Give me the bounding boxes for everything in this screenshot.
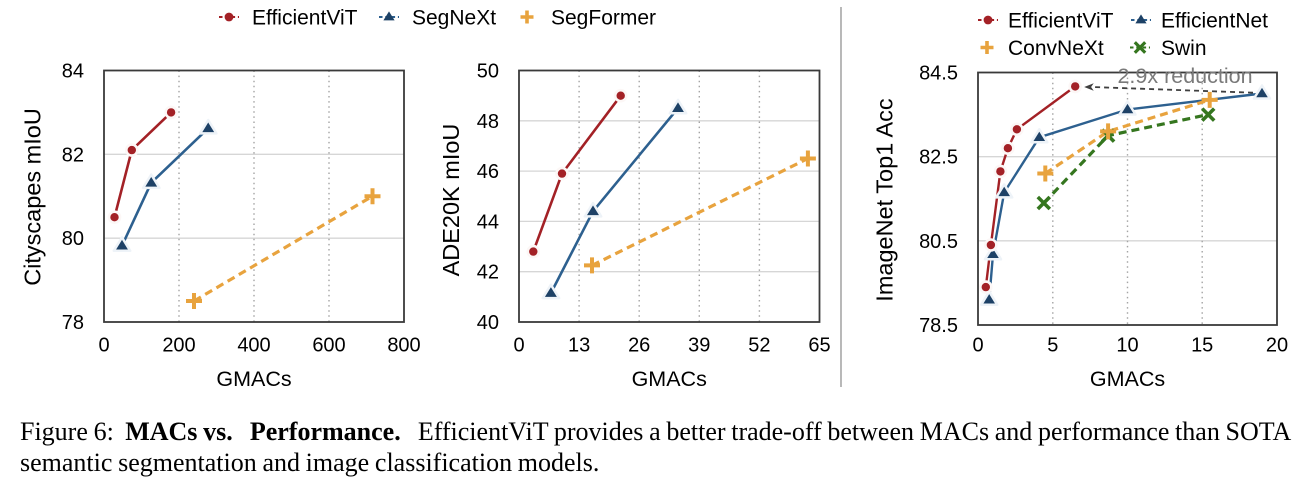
svg-text:EfficientViT: EfficientViT [252, 7, 358, 30]
svg-text:20: 20 [1266, 335, 1288, 357]
svg-text:EfficientNet: EfficientNet [1161, 10, 1268, 33]
svg-text:GMACs: GMACs [1090, 367, 1165, 391]
svg-text:13: 13 [568, 335, 590, 357]
svg-text:15: 15 [1191, 335, 1213, 357]
svg-text:GMACs: GMACs [632, 367, 707, 391]
svg-text:48: 48 [477, 111, 499, 133]
svg-text:0: 0 [98, 335, 109, 357]
svg-text:ImageNet Top1 Acc: ImageNet Top1 Acc [872, 98, 898, 302]
svg-text:ADE20K mIoU: ADE20K mIoU [438, 124, 464, 277]
svg-text:50: 50 [477, 61, 499, 83]
svg-text:600: 600 [312, 335, 345, 357]
svg-text:78: 78 [62, 312, 84, 334]
svg-text:5: 5 [1047, 335, 1058, 357]
svg-text:44: 44 [477, 211, 499, 233]
svg-text:GMACs: GMACs [216, 367, 291, 391]
svg-text:2.9x reduction: 2.9x reduction [1117, 64, 1252, 88]
svg-text:84: 84 [62, 61, 84, 83]
svg-text:78.5: 78.5 [919, 315, 958, 337]
svg-text:82: 82 [62, 144, 84, 166]
svg-text:0: 0 [513, 335, 524, 357]
svg-text:SegFormer: SegFormer [551, 7, 656, 30]
svg-text:200: 200 [162, 335, 195, 357]
svg-text:Swin: Swin [1161, 37, 1207, 60]
svg-text:26: 26 [628, 335, 650, 357]
svg-text:80: 80 [62, 228, 84, 250]
svg-text:EfficientViT: EfficientViT [1008, 10, 1114, 33]
svg-text:82.5: 82.5 [919, 147, 958, 169]
svg-text:SegNeXt: SegNeXt [412, 7, 496, 30]
svg-text:65: 65 [808, 335, 830, 357]
svg-text:39: 39 [688, 335, 710, 357]
svg-text:52: 52 [748, 335, 770, 357]
svg-text:0: 0 [972, 335, 983, 357]
svg-text:400: 400 [237, 335, 270, 357]
svg-text:40: 40 [477, 312, 499, 334]
svg-text:10: 10 [1116, 335, 1138, 357]
svg-text:800: 800 [387, 335, 420, 357]
svg-text:ConvNeXt: ConvNeXt [1008, 37, 1104, 60]
svg-text:46: 46 [477, 161, 499, 183]
svg-text:Cityscapes mIoU: Cityscapes mIoU [20, 108, 46, 286]
svg-text:42: 42 [477, 262, 499, 284]
svg-text:84.5: 84.5 [919, 63, 958, 85]
svg-text:80.5: 80.5 [919, 231, 958, 253]
